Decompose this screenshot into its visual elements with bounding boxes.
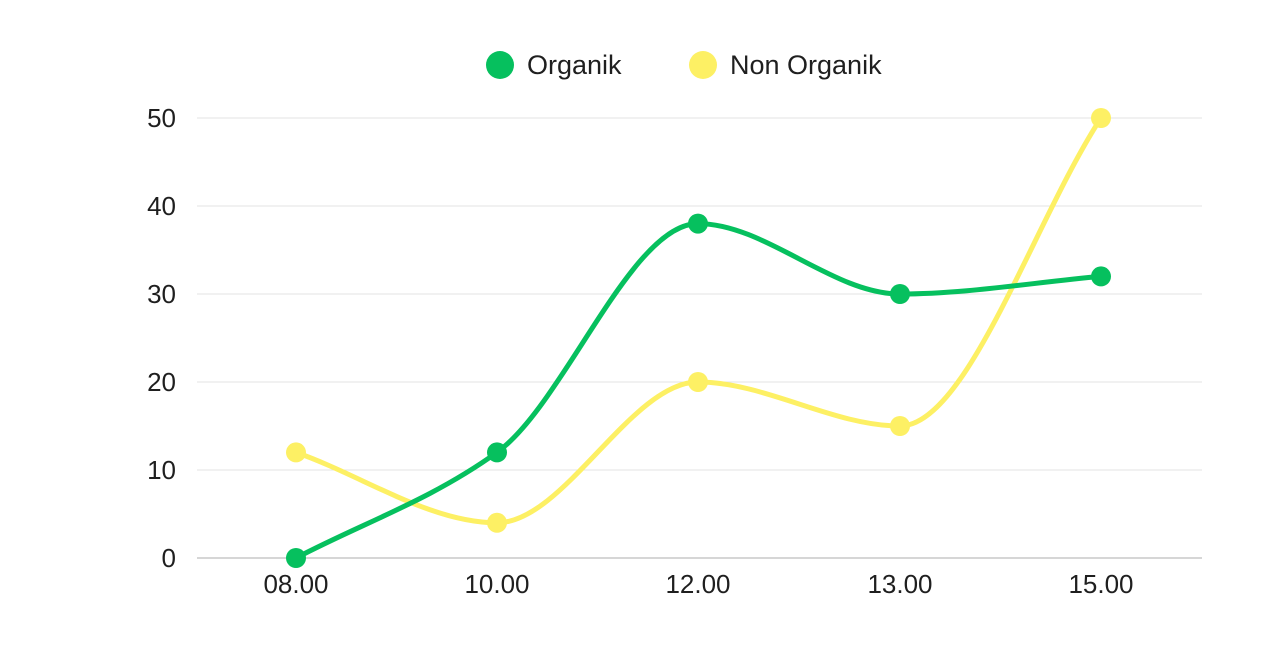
data-point	[286, 442, 306, 463]
legend-label: Non Organik	[730, 50, 882, 80]
y-tick-label: 50	[147, 103, 176, 133]
x-tick-label: 08.00	[263, 569, 328, 599]
y-tick-label: 20	[147, 367, 176, 397]
series-line	[293, 115, 1104, 526]
data-point	[487, 442, 507, 463]
legend: Organik Non Organik	[486, 50, 882, 80]
y-tick-label: 10	[147, 455, 176, 485]
y-axis-ticks: 0 10 20 30 40 50	[147, 103, 176, 573]
data-point	[890, 284, 910, 304]
legend-item-organik: Organik	[486, 50, 622, 80]
data-point	[286, 548, 306, 568]
x-tick-label: 15.00	[1068, 569, 1133, 599]
series-line	[293, 221, 1104, 561]
x-tick-label: 10.00	[464, 569, 529, 599]
series-organik	[286, 213, 1111, 568]
data-point	[1091, 108, 1111, 128]
y-tick-label: 30	[147, 279, 176, 309]
series-non-organik	[286, 108, 1111, 533]
legend-marker	[486, 51, 514, 79]
series-layer	[286, 108, 1111, 568]
x-axis-ticks: 08.00 10.00 12.00 13.00 15.00	[263, 569, 1133, 599]
data-point	[890, 416, 910, 436]
data-point	[688, 372, 708, 392]
x-tick-label: 13.00	[867, 569, 932, 599]
legend-label: Organik	[527, 50, 622, 80]
y-tick-label: 40	[147, 191, 176, 221]
grid-layer	[197, 117, 1202, 559]
legend-item-non-organik: Non Organik	[689, 50, 882, 80]
x-tick-label: 12.00	[665, 569, 730, 599]
data-point	[487, 512, 507, 533]
y-tick-label: 0	[162, 543, 176, 573]
legend-marker	[689, 51, 717, 79]
data-point	[688, 213, 708, 234]
data-point	[1091, 266, 1111, 287]
